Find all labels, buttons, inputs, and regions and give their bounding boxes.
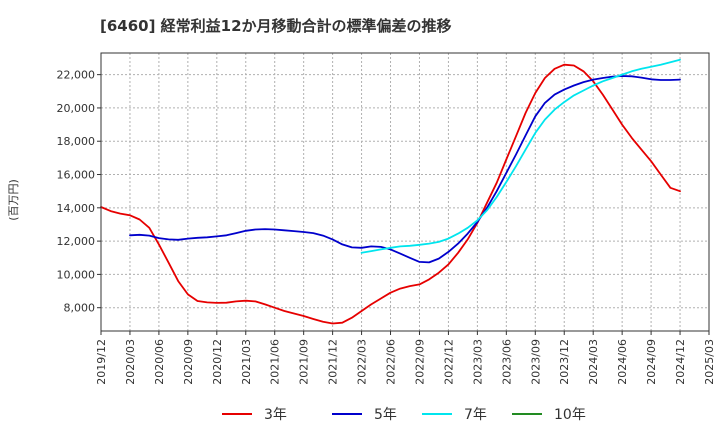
y-tick-label: 16,000: [57, 169, 96, 182]
x-tick-label: 2024/03: [587, 339, 600, 385]
x-tick-label: 2024/06: [616, 339, 629, 385]
legend-label-2: 7年: [464, 407, 487, 423]
y-tick-label: 10,000: [57, 268, 96, 281]
x-tick-label: 2023/03: [471, 339, 484, 385]
x-tick-label: 2022/03: [356, 339, 369, 385]
x-tick-label: 2021/06: [269, 339, 282, 385]
series-line-1: [129, 75, 681, 264]
x-tick-layer: 2019/12 2020/03 2020/06 2020/09 2020/12 2021/…: [95, 331, 716, 385]
grid-layer: [100, 53, 710, 331]
x-tick-label: 2022/09: [413, 339, 426, 385]
x-tick-label: 2019/12: [95, 339, 108, 385]
y-tick-label: 18,000: [57, 135, 96, 148]
legend-label-1: 5年: [374, 407, 397, 423]
x-tick-label: 2023/06: [500, 339, 513, 385]
y-tick-label: 20,000: [57, 102, 96, 115]
y-axis-label: (百万円): [7, 179, 20, 221]
legend-label-0: 3年: [264, 407, 287, 423]
x-tick-label: 2020/03: [124, 339, 137, 385]
y-tick-label: 22,000: [57, 69, 96, 82]
y-tick-label: 8,000: [64, 302, 96, 315]
x-tick-label: 2023/12: [558, 339, 571, 385]
series-layer: [100, 58, 681, 325]
x-tick-label: 2022/12: [442, 339, 455, 385]
x-tick-label: 2024/12: [674, 339, 687, 385]
x-tick-label: 2020/09: [182, 339, 195, 385]
x-tick-label: 2021/09: [298, 339, 311, 385]
x-tick-label: 2022/06: [385, 339, 398, 385]
plot-frame: [100, 52, 710, 332]
series-line-2: [360, 58, 681, 254]
x-tick-label: 2020/12: [211, 339, 224, 385]
x-tick-label: 2021/03: [240, 339, 253, 385]
legend: 3年 5年 7年 10年: [222, 407, 586, 423]
x-tick-label: 2024/09: [645, 339, 658, 385]
x-tick-label: 2025/03: [703, 339, 716, 385]
y-tick-label: 12,000: [57, 235, 96, 248]
chart-title: [6460] 経常利益12か月移動合計の標準偏差の推移: [100, 17, 452, 35]
y-tick-layer: 8,000 10,000 12,000 14,000 16,000 18,000 20,00…: [57, 69, 101, 315]
x-tick-label: 2023/09: [529, 339, 542, 385]
legend-label-3: 10年: [554, 407, 586, 423]
x-tick-label: 2020/06: [153, 339, 166, 385]
y-tick-label: 14,000: [57, 202, 96, 215]
series-line-0: [100, 63, 681, 325]
x-tick-label: 2021/12: [327, 339, 340, 385]
